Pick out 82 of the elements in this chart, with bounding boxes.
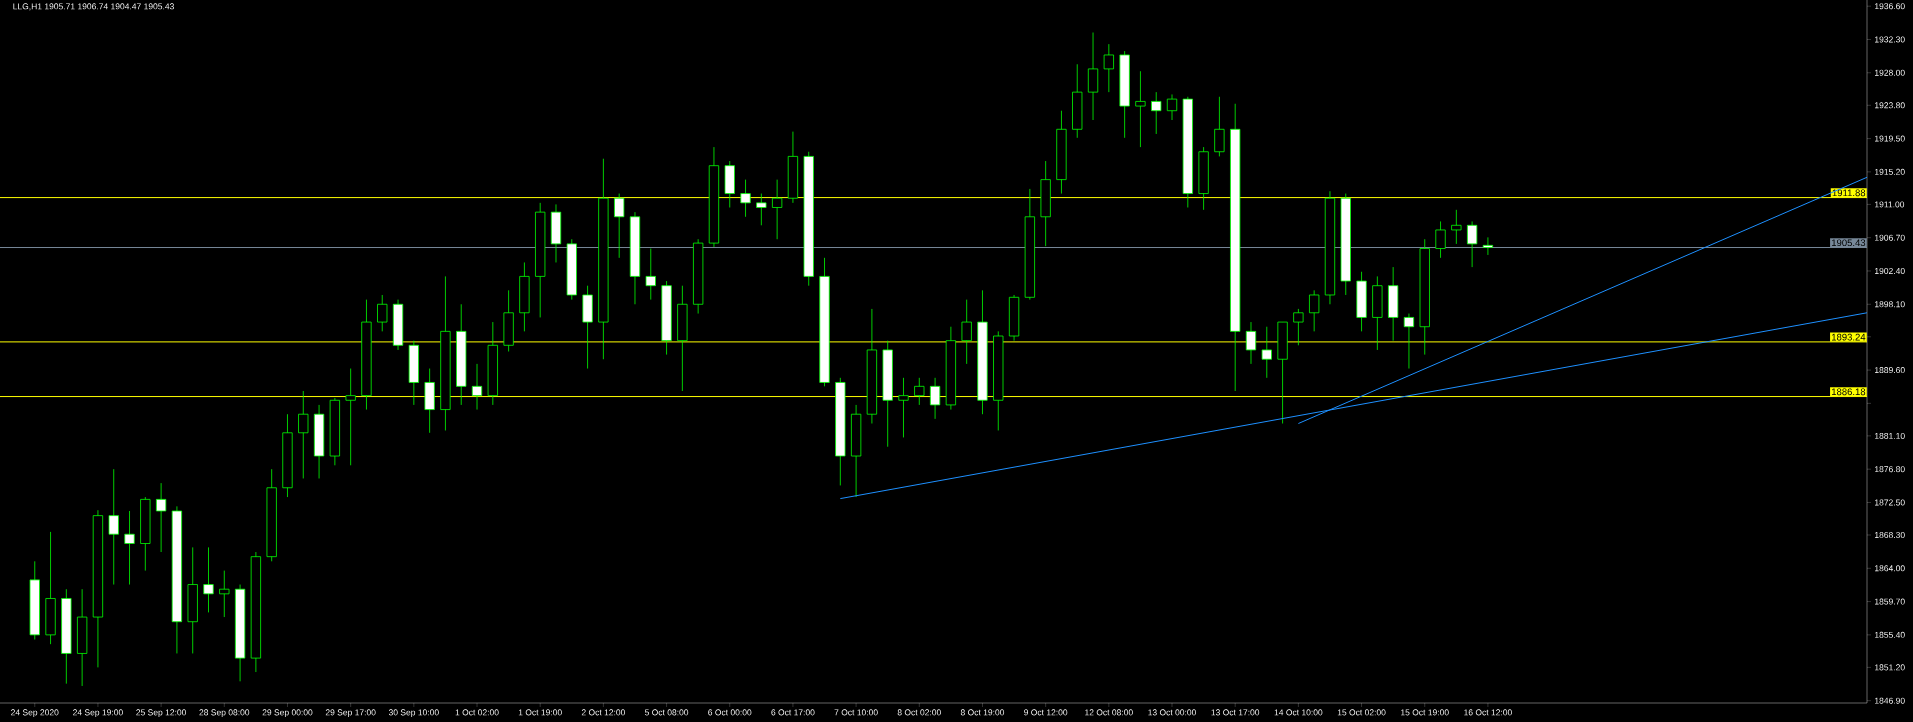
y-tick-label: 1881.10 — [1875, 432, 1905, 439]
x-tick-label: 1 Oct 19:00 — [518, 709, 562, 716]
x-tick-label: 7 Oct 10:00 — [834, 709, 878, 716]
x-tick-label: 9 Oct 12:00 — [1024, 709, 1068, 716]
y-tick-label: 1915.20 — [1875, 168, 1905, 175]
candlestick — [1214, 96, 1225, 157]
x-tick-label: 8 Oct 19:00 — [960, 709, 1005, 716]
x-tick-label: 2 Oct 12:00 — [581, 709, 626, 716]
y-tick-label: 1911.00 — [1875, 201, 1905, 208]
candlestick — [1151, 91, 1162, 135]
x-tick-label: 29 Sep 17:00 — [325, 709, 376, 718]
candlestick — [219, 570, 230, 618]
y-tick-label: 1906.70 — [1875, 234, 1905, 241]
candlestick — [1451, 209, 1462, 245]
y-tick-label: 1846.90 — [1875, 697, 1905, 704]
x-tick-label: 8 Oct 02:00 — [897, 709, 941, 716]
ref-line-label: 1911.88 — [1832, 189, 1866, 197]
candlestick — [1435, 221, 1446, 259]
x-tick-label: 25 Sep 12:00 — [136, 709, 187, 718]
candlestick — [1309, 289, 1320, 332]
candlestick — [1103, 43, 1114, 93]
x-tick-label: 12 Oct 08:00 — [1085, 709, 1133, 716]
candlestick — [929, 377, 941, 420]
candlestick — [614, 193, 625, 259]
candlestick — [108, 468, 119, 585]
candlestick — [124, 510, 135, 585]
ref-line-label: 1893.24 — [1831, 333, 1866, 341]
y-tick-label: 1898.10 — [1875, 301, 1905, 308]
x-tick-label: 24 Sep 19:00 — [73, 709, 123, 718]
x-tick-label: 28 Sep 08:00 — [199, 709, 250, 718]
candlestick — [1293, 308, 1304, 346]
chart-title: LLG,H1 1905.71 1906.74 1904.47 1905.43 — [13, 3, 174, 11]
y-tick-label: 1851.20 — [1875, 664, 1905, 671]
candlestick — [961, 299, 972, 365]
ref-line-label: 1905.43 — [1831, 239, 1866, 247]
x-tick-label: 13 Oct 00:00 — [1148, 709, 1196, 716]
x-tick-label: 29 Sep 00:00 — [262, 709, 313, 718]
candlestick — [1135, 70, 1146, 148]
candlestick — [645, 248, 656, 301]
y-tick-label: 1923.80 — [1875, 102, 1905, 109]
candlestick — [1466, 221, 1478, 268]
y-tick-label: 1864.00 — [1875, 565, 1905, 572]
candlestick — [345, 368, 356, 466]
candlestick — [377, 294, 388, 332]
ref-line-label: 1886.18 — [1831, 388, 1866, 396]
x-tick-label: 24 Sep 2020 — [11, 709, 59, 718]
candlestick — [298, 390, 309, 479]
y-tick-label: 1859.70 — [1875, 598, 1905, 605]
candlestick — [1166, 94, 1178, 121]
x-tick-label: 30 Sep 10:00 — [388, 709, 439, 718]
y-tick-label: 1868.30 — [1875, 531, 1905, 538]
y-tick-label: 1855.40 — [1875, 631, 1905, 638]
y-tick-label: 1872.50 — [1875, 499, 1905, 506]
candlestick — [914, 377, 925, 406]
x-tick-label: 14 Oct 10:00 — [1274, 709, 1323, 716]
candlestick — [155, 482, 167, 553]
x-tick-label: 5 Oct 08:00 — [644, 709, 689, 716]
y-tick-label: 1932.30 — [1875, 36, 1905, 43]
candlestick — [471, 363, 483, 410]
candlestick — [1087, 32, 1099, 121]
x-tick-label: 13 Oct 17:00 — [1211, 709, 1260, 716]
candlestick — [1261, 326, 1272, 379]
y-tick-label: 1919.50 — [1875, 135, 1905, 142]
y-tick-label: 1902.40 — [1875, 267, 1905, 274]
y-tick-label: 1936.60 — [1875, 3, 1905, 10]
y-tick-label: 1928.00 — [1875, 69, 1905, 76]
x-tick-label: 15 Oct 02:00 — [1337, 709, 1386, 716]
candlestick — [1403, 313, 1415, 369]
y-tick-label: 1889.60 — [1875, 367, 1905, 374]
x-tick-label: 15 Oct 19:00 — [1401, 709, 1449, 716]
x-tick-label: 6 Oct 00:00 — [708, 709, 752, 716]
x-tick-label: 1 Oct 02:00 — [455, 709, 499, 716]
y-tick-label: 1876.80 — [1875, 466, 1905, 473]
x-tick-label: 6 Oct 17:00 — [771, 709, 815, 716]
candlestick — [1482, 236, 1494, 256]
candlestick — [898, 377, 909, 438]
candlestick — [756, 193, 767, 226]
candlestick — [771, 179, 783, 240]
x-tick-label: 16 Oct 12:00 — [1464, 709, 1512, 716]
candlestick — [1245, 321, 1257, 365]
candlestick — [203, 546, 214, 613]
candlestick — [740, 179, 751, 218]
